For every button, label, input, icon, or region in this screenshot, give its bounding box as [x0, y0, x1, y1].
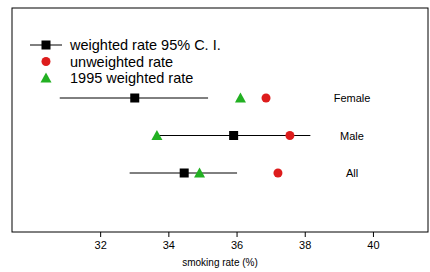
x-tick-label: 40 — [367, 239, 379, 251]
x-axis-label: smoking rate (%) — [182, 257, 258, 268]
legend-marker — [41, 73, 52, 83]
x-tick — [168, 232, 169, 237]
legend-marker — [42, 41, 51, 50]
point — [229, 131, 238, 140]
point — [130, 94, 139, 103]
plot-frame — [12, 8, 428, 232]
category-label: All — [346, 167, 358, 179]
x-tick — [237, 232, 238, 237]
x-tick — [305, 232, 306, 237]
x-tick — [100, 232, 101, 237]
point — [273, 169, 282, 178]
x-tick-label: 32 — [95, 239, 107, 251]
point — [151, 130, 162, 140]
legend: weighted rate 95% C. I.unweighted rate19… — [30, 37, 221, 86]
legend-label: unweighted rate — [70, 54, 173, 70]
point — [262, 94, 271, 103]
legend-label: 1995 weighted rate — [70, 70, 193, 86]
legend-label: weighted rate 95% C. I. — [69, 37, 221, 53]
x-tick — [373, 232, 374, 237]
x-tick-label: 34 — [163, 239, 175, 251]
x-tick-label: 36 — [231, 239, 243, 251]
point — [285, 131, 294, 140]
category-label: Male — [340, 130, 364, 142]
legend-marker — [42, 57, 51, 66]
category-label: Female — [334, 92, 371, 104]
marks — [60, 93, 311, 178]
x-tick-label: 38 — [299, 239, 311, 251]
point — [180, 169, 189, 178]
point — [235, 93, 246, 103]
point — [194, 168, 205, 178]
